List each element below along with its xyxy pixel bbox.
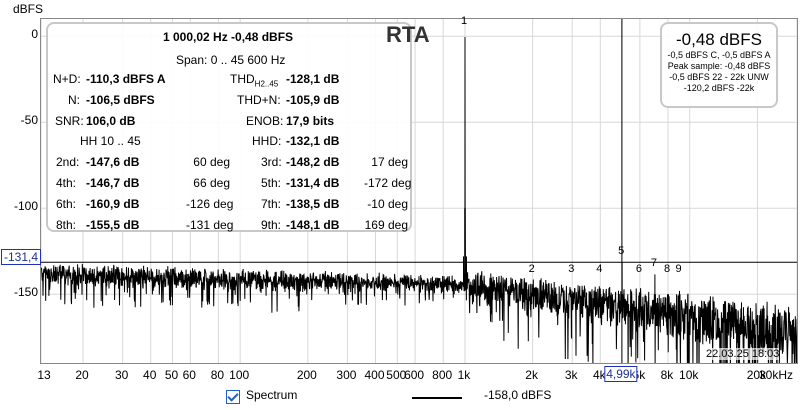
harmonic-phase: -10 deg xyxy=(367,197,408,211)
spectrum-trace xyxy=(41,36,797,363)
harmonic-level: -146,7 dB xyxy=(86,176,140,190)
harmonic-level: -147,6 dB xyxy=(86,155,140,169)
nd-label: N+D: xyxy=(53,72,81,86)
harmonic-label: 4th: xyxy=(56,176,77,190)
enob-value: 17,9 bits xyxy=(286,114,335,128)
x-tick-label: 300 xyxy=(336,368,357,382)
harmonic-marker-9: 9 xyxy=(675,263,682,276)
thd45-label: THDH2..45 xyxy=(230,72,279,89)
x-tick-label: 13 xyxy=(37,368,51,382)
x-tick-label: 30 xyxy=(114,368,129,382)
harmonic-label: 6th: xyxy=(56,197,77,211)
x-tick-label: 1k xyxy=(457,368,471,382)
spectrum-legend-label[interactable]: Spectrum xyxy=(246,388,298,402)
harmonic-phase: -172 deg xyxy=(364,176,412,190)
x-tick-label: 60 xyxy=(182,368,196,382)
span-readout: Span: 0 .. 45 600 Hz xyxy=(176,53,286,67)
y-tick-label: 0 xyxy=(31,27,38,42)
thdn-value: -105,9 dB xyxy=(286,93,340,107)
harmonic-label: 8th: xyxy=(56,218,77,232)
harmonic-level: -131,4 dB xyxy=(286,176,340,190)
cursor-level-readout[interactable]: -131,4 xyxy=(1,249,42,265)
harmonic-marker-4: 4 xyxy=(596,263,603,276)
harmonic-level: -148,1 dB xyxy=(286,218,340,232)
x-tick-label: 10k xyxy=(679,368,699,382)
n-value: -106,5 dBFS xyxy=(86,93,155,107)
harmonic-marker-7: 7 xyxy=(650,257,658,270)
harmonic-phase: 169 deg xyxy=(364,218,408,232)
harmonic-phase: 17 deg xyxy=(371,155,408,169)
x-tick-label: 80 xyxy=(210,368,225,382)
x-tick-label: 600 xyxy=(404,368,425,382)
harmonic-level: -155,5 dB xyxy=(86,218,140,232)
legend-line-swatch xyxy=(412,397,462,399)
fundamental-readout: 1 000,02 Hz -0,48 dBFS xyxy=(163,30,294,44)
level-legend-label: -158,0 dBFS xyxy=(484,388,552,402)
x-tick-label: 2k xyxy=(525,368,538,382)
rta-label: RTA xyxy=(386,22,430,47)
x-tick-label: 800 xyxy=(432,368,453,382)
harmonic-phase: -131 deg xyxy=(186,218,234,232)
y-tick-label: -100 xyxy=(13,199,38,214)
y-tick-label: -150 xyxy=(13,285,38,300)
thd45-value: -128,1 dB xyxy=(286,72,340,86)
harmonic-level: -148,2 dB xyxy=(286,155,340,169)
x-tick-label: 500 xyxy=(386,368,407,382)
x-tick-label: 20k xyxy=(746,368,767,382)
harmonic-marker-2: 2 xyxy=(528,263,535,276)
harmonic-marker-1: 1 xyxy=(460,15,468,27)
x-tick-label: 8k xyxy=(660,368,674,382)
nd-value: -110,3 dBFS A xyxy=(86,72,166,86)
cursor-frequency-readout[interactable]: 4,99k xyxy=(604,366,638,382)
y-tick-label: -50 xyxy=(20,113,38,128)
x-tick-label: 3k xyxy=(564,368,578,382)
peak-line-3: -0,5 dBFS 22 - 22k UNW xyxy=(669,72,769,82)
thdn-label: THD+N: xyxy=(237,93,281,107)
snr-value: 106,0 dB xyxy=(86,114,136,128)
measurement-panel: 1 000,02 Hz -0,48 dBFS Span: 0 .. 45 600… xyxy=(46,22,412,232)
harmonic-marker-8: 8 xyxy=(663,263,671,276)
harmonic-label: 2nd: xyxy=(56,155,80,169)
harmonic-level: -160,9 dB xyxy=(86,197,140,211)
harmonic-label: 3rd: xyxy=(261,155,282,169)
x-tick-label: 30kHz xyxy=(758,368,794,382)
harmonic-phase: -126 deg xyxy=(186,197,234,211)
hh-range-label: HH 10 .. 45 xyxy=(80,134,141,148)
peak-level-value: -0,48 dBFS xyxy=(676,30,762,49)
n-label: N: xyxy=(68,93,80,107)
x-tick-label: 20 xyxy=(75,368,89,382)
enob-label: ENOB: xyxy=(246,114,284,128)
x-tick-label: 4k xyxy=(592,368,606,382)
harmonic-label: 5th: xyxy=(261,176,282,190)
x-tick-label: 40 xyxy=(143,368,157,382)
harmonic-marker-6: 6 xyxy=(635,263,642,276)
harmonic-marker-3: 3 xyxy=(568,263,575,276)
peak-line-2: Peak sample: -0,48 dBFS xyxy=(667,61,771,71)
x-tick-label: 100 xyxy=(229,368,250,382)
harmonic-phase: 60 deg xyxy=(193,155,230,169)
peak-line-1: -0,5 dBFS C, -0,5 dBFS A xyxy=(667,50,771,60)
hhd-value: -132,1 dB xyxy=(286,134,340,148)
peak-level-panel: -0,48 dBFS -0,5 dBFS C, -0,5 dBFS A Peak… xyxy=(660,22,778,108)
harmonic-marker-5: 5 xyxy=(618,245,625,258)
harmonic-label: 7th: xyxy=(261,197,282,211)
timestamp: 22.03.25 18:03 xyxy=(706,348,780,360)
x-tick-label: 400 xyxy=(364,368,385,382)
x-tick-label: 200 xyxy=(296,368,317,382)
harmonic-level: -138,5 dB xyxy=(286,197,340,211)
spectrum-checkbox[interactable] xyxy=(226,390,240,404)
snr-label: SNR: xyxy=(55,114,84,128)
peak-line-4: -120,2 dBFS -22k xyxy=(683,83,755,93)
harmonic-label: 9th: xyxy=(261,218,282,232)
harmonic-phase: 66 deg xyxy=(193,176,230,190)
hhd-label: HHD: xyxy=(252,134,282,148)
x-tick-label: 50 xyxy=(164,368,179,382)
y-axis-unit: dBFS xyxy=(13,2,44,16)
